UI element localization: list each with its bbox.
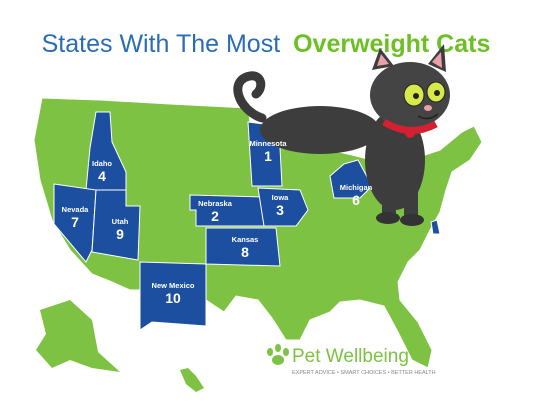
state-name: Nevada [62, 205, 90, 214]
state-name: Delaware [442, 219, 475, 228]
logo-tagline: EXPERT ADVICE • SMART CHOICES • BETTER H… [292, 370, 436, 376]
title-plain: States With The Most [42, 30, 281, 58]
title: States With The Most Overweight Cats [42, 30, 491, 58]
highlighted-states [53, 111, 441, 331]
state-name: Nebraska [198, 199, 233, 208]
state-name: Utah [112, 217, 129, 226]
state-iowa [257, 187, 309, 227]
state-rank: 1 [264, 148, 272, 164]
state-idaho [85, 111, 127, 191]
state-name: Idaho [92, 159, 112, 168]
logo: Pet Wellbeing EXPERT ADVICE • SMART CHOI… [267, 344, 436, 376]
state-rank: 7 [71, 214, 79, 230]
state-new-mexico [139, 261, 207, 331]
cat-illustration [233, 44, 450, 226]
title-bold: Overweight Cats [293, 30, 490, 58]
state-rank: 2 [211, 208, 219, 224]
state-rank: 5 [454, 228, 462, 244]
state-rank: 4 [98, 168, 106, 184]
state-name: Michigan [340, 183, 373, 192]
state-rank: 10 [165, 290, 181, 306]
state-kansas [205, 227, 281, 267]
logo-name: Pet Wellbeing [292, 346, 409, 367]
state-utah [91, 189, 141, 261]
state-name: Minnesota [249, 139, 287, 148]
state-name: New Mexico [152, 281, 195, 290]
state-delaware [430, 219, 441, 235]
state-rank: 9 [116, 226, 124, 242]
state-rank: 8 [241, 244, 249, 260]
logo-paw [267, 344, 289, 365]
state-nevada [53, 183, 97, 263]
state-rank: 3 [276, 202, 284, 218]
hawaii [180, 368, 204, 392]
state-name: Iowa [272, 193, 289, 202]
state-name: Kansas [232, 235, 259, 244]
alaska [36, 300, 120, 372]
state-rank: 6 [352, 192, 360, 208]
